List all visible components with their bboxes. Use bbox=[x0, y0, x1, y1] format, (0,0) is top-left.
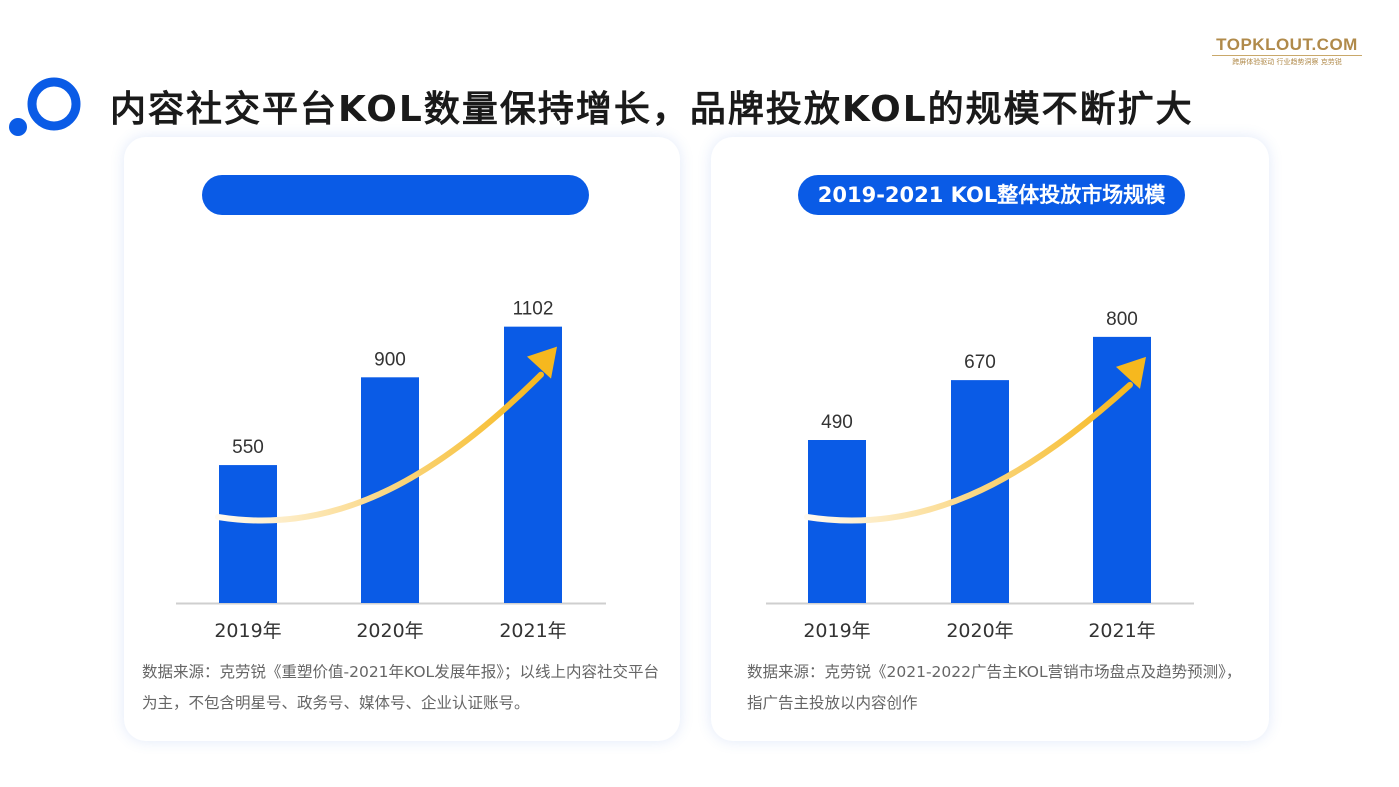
bar-2019年 bbox=[219, 465, 277, 603]
data-label: 1102 bbox=[513, 299, 554, 320]
data-label: 550 bbox=[232, 437, 264, 458]
bar-2021年 bbox=[504, 326, 562, 603]
trend-arrow-line bbox=[804, 381, 1133, 524]
trend-arrow-line bbox=[215, 371, 544, 524]
chart-title-pill bbox=[202, 175, 589, 215]
logo-circles-icon bbox=[9, 77, 81, 136]
page-title: 内容社交平台KOL数量保持增长，品牌投放KOL的规模不断扩大 bbox=[110, 89, 1194, 130]
trend-arrow-head-icon bbox=[1116, 356, 1146, 389]
trend-arrow-head-icon bbox=[527, 346, 557, 379]
chart-card-kol-count: 550 2019年 900 2020年 1102 2021年 数据来源：克劳锐《重塑价值-… bbox=[124, 137, 680, 741]
data-label: 900 bbox=[374, 349, 406, 370]
x-tick-label: 2020年 bbox=[946, 620, 1013, 642]
x-tick-label: 2021年 bbox=[499, 620, 566, 642]
bar-chart-kol-count: 550 2019年 900 2020年 1102 2021年 bbox=[176, 299, 606, 642]
data-label: 670 bbox=[964, 352, 996, 373]
bar-chart-kol-market-size: 490 2019年 670 2020年 800 2021年 bbox=[766, 309, 1194, 642]
brand-slogan: 跨屏体验驱动 行业趋势洞察 克劳锐 bbox=[1212, 55, 1362, 67]
x-tick-label: 2019年 bbox=[214, 620, 281, 642]
data-source-note: 数据来源：克劳锐《重塑价值-2021年KOL发展年报》；以线上内容社交平台为主，… bbox=[142, 663, 659, 712]
x-tick-label: 2019年 bbox=[803, 620, 870, 642]
bar-2021年 bbox=[1093, 336, 1151, 603]
x-tick-label: 2020年 bbox=[356, 620, 423, 642]
chart-title-pill: 2019-2021 KOL整体投放市场规模 bbox=[798, 175, 1185, 215]
data-label: 490 bbox=[821, 412, 853, 433]
brand-name: TOPKLOUT.COM bbox=[1216, 35, 1358, 54]
x-tick-label: 2021年 bbox=[1088, 620, 1155, 642]
data-source-note: 数据来源：克劳锐《2021-2022广告主KOL营销市场盘点及趋势预测》，指广告… bbox=[747, 663, 1242, 712]
brand-logo: TOPKLOUT.COM 跨屏体验驱动 行业趋势洞察 克劳锐 bbox=[1212, 36, 1362, 67]
chart-card-kol-market-size: 2019-2021 KOL整体投放市场规模 490 2019年 670 2020年 80… bbox=[711, 137, 1269, 741]
data-label: 800 bbox=[1106, 309, 1138, 330]
